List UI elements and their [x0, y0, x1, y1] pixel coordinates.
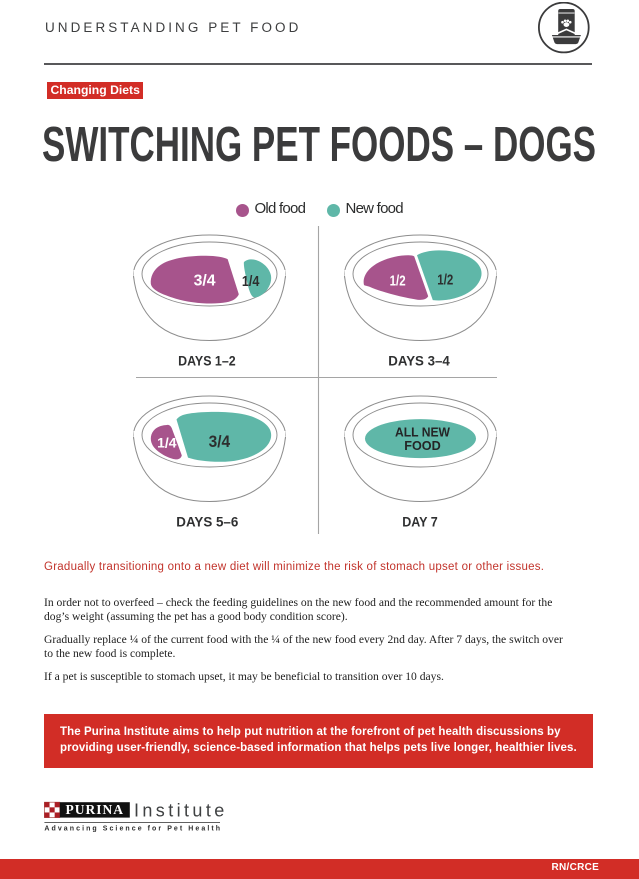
svg-text:PURINA: PURINA	[66, 802, 125, 817]
svg-text:1/4: 1/4	[242, 273, 260, 290]
svg-text:Institute: Institute	[134, 800, 228, 820]
svg-text:1/4: 1/4	[157, 434, 177, 450]
svg-text:1/2: 1/2	[390, 273, 406, 290]
svg-text:1/2: 1/2	[437, 272, 453, 289]
svg-text:DAYS 5–6: DAYS 5–6	[176, 514, 238, 529]
svg-text:Advancing Science for Pet Heal: Advancing Science for Pet Health	[44, 826, 220, 833]
svg-text:FOOD: FOOD	[404, 439, 441, 453]
svg-text:DAYS 1–2: DAYS 1–2	[178, 354, 236, 369]
svg-text:3/4: 3/4	[209, 433, 231, 451]
svg-text:DAY 7: DAY 7	[402, 514, 438, 529]
svg-text:ALL NEW: ALL NEW	[395, 426, 450, 440]
svg-text:DAYS 3–4: DAYS 3–4	[388, 354, 450, 369]
svg-text:3/4: 3/4	[194, 273, 216, 290]
